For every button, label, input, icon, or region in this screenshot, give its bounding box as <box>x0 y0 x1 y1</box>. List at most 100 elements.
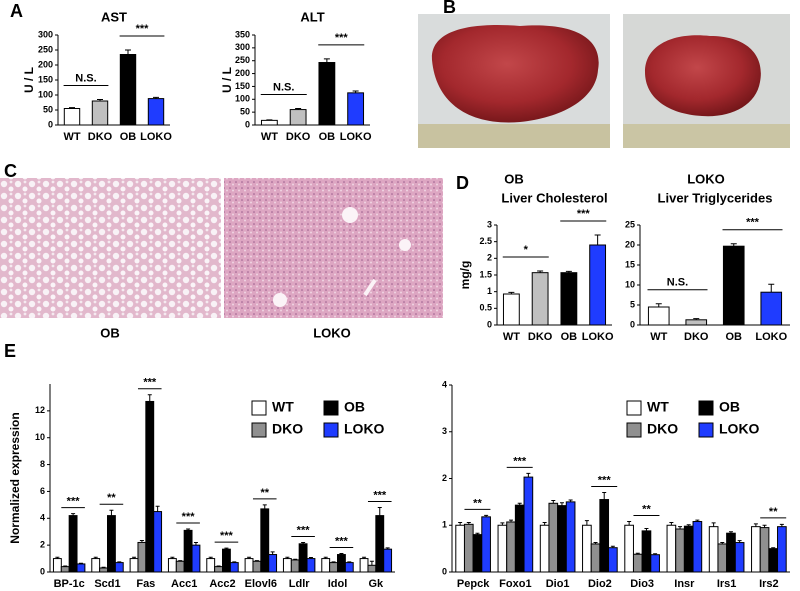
error-bar <box>720 542 725 544</box>
error-bar <box>153 96 159 99</box>
bar <box>751 526 761 573</box>
y-tick-label: 4 <box>442 379 447 389</box>
y-tick-label: 2 <box>487 253 492 263</box>
bar <box>683 525 694 573</box>
y-tick-label: 8 <box>40 459 45 469</box>
bar <box>153 511 163 573</box>
bar <box>383 548 393 573</box>
error-bar <box>653 553 658 555</box>
significance-label: ** <box>642 503 651 515</box>
legend-swatch <box>698 400 714 416</box>
bar <box>147 98 165 126</box>
error-bar <box>594 234 601 245</box>
error-bar <box>78 562 83 564</box>
y-tick-label: 0 <box>630 319 635 329</box>
y-tick-label: 300 <box>38 29 53 39</box>
bar <box>252 560 262 573</box>
error-bar <box>466 521 471 525</box>
y-tick-label: 10 <box>35 432 45 442</box>
bar <box>347 92 365 126</box>
bar <box>191 544 201 573</box>
panel-letter: C <box>4 161 17 181</box>
error-bar <box>771 547 776 549</box>
bar <box>481 516 491 573</box>
legend-label: DKO <box>272 421 303 437</box>
error-bar <box>186 528 191 531</box>
bar <box>367 564 377 573</box>
bar <box>129 558 139 573</box>
x-tick-label: Acc1 <box>171 578 197 590</box>
bar <box>692 521 703 573</box>
y-tick-label: 150 <box>235 81 250 91</box>
bar <box>641 530 652 573</box>
x-tick-label: Irs1 <box>717 578 737 590</box>
chart-title: Liver Triglycerides <box>658 190 773 205</box>
bar <box>589 244 607 326</box>
y-tick-label: 50 <box>240 107 250 117</box>
bar <box>759 527 770 573</box>
x-tick-label: Dio3 <box>630 578 654 590</box>
bar <box>582 524 592 573</box>
error-bar <box>132 556 137 559</box>
panel-letter: D <box>456 173 469 193</box>
bar <box>260 508 270 573</box>
bar <box>708 526 719 573</box>
significance-label: ** <box>769 506 778 518</box>
error-bar <box>117 561 122 563</box>
histology-ob <box>0 178 221 318</box>
x-tick-label: Pepck <box>457 578 490 590</box>
y-tick-label: 20 <box>625 239 635 249</box>
error-bar <box>247 556 252 559</box>
photo-label: LOKO <box>313 325 351 340</box>
error-bar <box>139 539 144 543</box>
significance-label: * <box>524 244 529 256</box>
error-bar <box>753 523 758 527</box>
bar <box>99 567 109 573</box>
y-tick-label: 300 <box>235 42 250 52</box>
error-bar <box>69 107 75 109</box>
y-tick-label: 3 <box>487 219 492 229</box>
bar <box>666 524 677 573</box>
y-tick-label: 1 <box>487 286 492 296</box>
chart-title: ALT <box>300 9 324 24</box>
bar <box>91 558 101 573</box>
error-bar <box>385 547 390 550</box>
error-bar <box>655 303 662 307</box>
x-tick-label: Idol <box>328 578 348 590</box>
panel-letter: E <box>4 341 16 361</box>
y-tick-label: 15 <box>625 259 635 269</box>
y-tick-label: 350 <box>235 29 250 39</box>
y-tick-label: 1 <box>442 520 447 530</box>
chart-title: AST <box>101 9 127 24</box>
bar <box>590 543 601 573</box>
error-bar <box>542 521 547 526</box>
y-tick-label: 2 <box>40 540 45 550</box>
error-bar <box>285 556 290 559</box>
error-bar <box>155 505 160 512</box>
bar <box>206 558 216 573</box>
bar <box>183 529 193 573</box>
bar <box>726 532 736 573</box>
x-tick-label: LOKO <box>140 131 172 143</box>
bar <box>321 558 331 573</box>
photo-label: OB <box>504 171 524 186</box>
error-bar <box>178 560 183 562</box>
bar <box>734 542 745 573</box>
legend-label: LOKO <box>719 421 760 437</box>
significance-label: *** <box>67 495 81 507</box>
x-tick-label: OB <box>120 131 137 143</box>
y-tick-label: 5 <box>630 299 635 309</box>
bar <box>523 476 534 573</box>
significance-label: *** <box>335 535 349 547</box>
error-bar <box>565 270 572 273</box>
bar <box>60 566 70 573</box>
bar <box>244 558 254 573</box>
y-axis-label: U / L <box>220 67 234 93</box>
error-bar <box>551 499 556 504</box>
y-tick-label: 100 <box>38 89 53 99</box>
significance-label: *** <box>513 455 527 467</box>
bar <box>282 558 292 573</box>
x-tick-label: Ldlr <box>289 578 310 590</box>
error-bar <box>559 502 564 506</box>
bar <box>91 100 109 126</box>
